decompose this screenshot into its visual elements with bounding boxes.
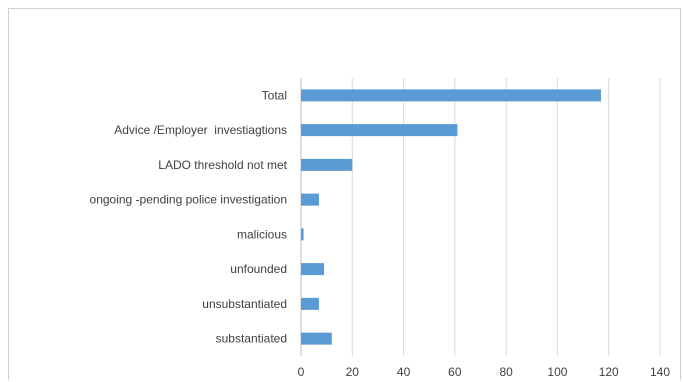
bar [301, 228, 304, 241]
category-label: unsubstantiated [202, 297, 287, 311]
x-tick-label: 20 [346, 365, 360, 379]
category-label: ongoing -pending police investigation [90, 193, 287, 207]
category-labels: Total Advice /Employer investiagtions LADO… [90, 88, 288, 345]
category-label: unfounded [230, 262, 287, 276]
category-label: LADO threshold not met [158, 158, 287, 172]
category-label: Total [262, 88, 287, 102]
x-tick-label: 60 [448, 365, 462, 379]
x-tick-label: 100 [547, 365, 567, 379]
bar [301, 263, 325, 276]
bar [301, 158, 353, 171]
gridlines [300, 78, 661, 356]
chart-frame [8, 8, 681, 380]
x-tick-label: 0 [298, 365, 305, 379]
x-tick-label: 120 [599, 365, 619, 379]
bars [301, 89, 602, 345]
bar [301, 124, 458, 137]
bar [301, 89, 602, 102]
x-tick-label: 40 [397, 365, 411, 379]
x-tick-label: 80 [499, 365, 513, 379]
bar [301, 332, 332, 345]
category-label: Advice /Employer investiagtions [114, 123, 287, 137]
category-label: substantiated [216, 332, 287, 346]
bar [301, 193, 319, 206]
x-tick-labels: 0 20 40 60 80 100 120 140 [298, 365, 671, 379]
bar [301, 297, 319, 310]
category-label: malicious [237, 227, 287, 241]
x-tick-label: 140 [650, 365, 670, 379]
